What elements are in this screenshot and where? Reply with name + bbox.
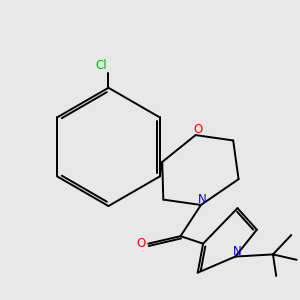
Text: N: N <box>198 193 207 206</box>
Text: O: O <box>136 237 146 250</box>
Text: Cl: Cl <box>95 58 107 71</box>
Text: N: N <box>232 245 241 258</box>
Text: O: O <box>193 123 203 136</box>
